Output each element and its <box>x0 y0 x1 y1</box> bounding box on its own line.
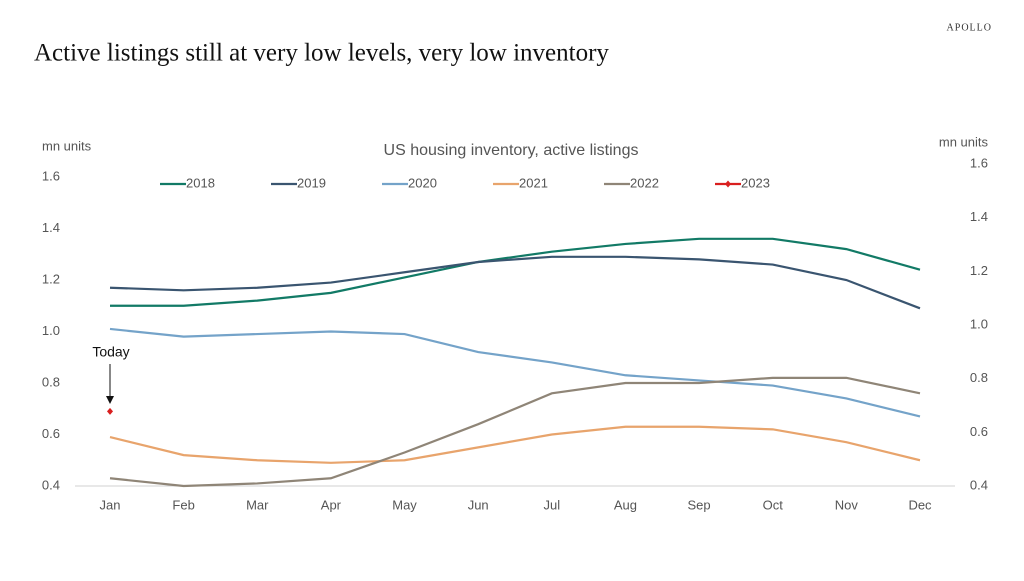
legend-label: 2023 <box>741 175 770 190</box>
y2-tick-label: 1.0 <box>970 316 988 331</box>
y2-tick-label: 1.4 <box>970 209 988 224</box>
series-marker <box>107 407 113 415</box>
legend-label: 2022 <box>630 175 659 190</box>
y-tick-label: 1.4 <box>42 220 60 235</box>
y2-axis-label: mn units <box>939 134 989 149</box>
annotation: Today <box>92 344 129 360</box>
x-tick-label: Feb <box>172 497 194 512</box>
x-tick-label: May <box>392 497 417 512</box>
y-tick-label: 0.8 <box>42 374 60 389</box>
x-tick-label: Jun <box>468 497 489 512</box>
chart-subtitle: US housing inventory, active listings <box>384 142 639 159</box>
legend-marker <box>725 180 731 188</box>
series-line <box>109 327 921 418</box>
y2-tick-label: 0.6 <box>970 424 988 439</box>
series-line <box>109 376 921 488</box>
y-tick-label: 0.6 <box>42 426 60 441</box>
y2-tick-label: 1.2 <box>970 263 988 278</box>
legend-label: 2021 <box>519 175 548 190</box>
annotation-arrowhead <box>106 396 114 404</box>
chart-title: Active listings still at very low levels… <box>34 40 609 67</box>
y-tick-label: 0.4 <box>42 477 60 492</box>
y-tick-label: 1.6 <box>42 168 60 183</box>
series-line <box>109 255 921 310</box>
y-tick-label: 1.0 <box>42 323 60 338</box>
x-tick-label: Aug <box>614 497 637 512</box>
x-tick-label: Sep <box>688 497 711 512</box>
x-tick-label: Apr <box>321 497 342 512</box>
y2-tick-label: 0.8 <box>970 370 988 385</box>
series-line <box>110 237 921 307</box>
y-axis-label: mn units <box>42 138 92 153</box>
brand: APOLLO <box>947 22 992 33</box>
x-tick-label: Mar <box>246 497 269 512</box>
legend-label: 2018 <box>186 175 215 190</box>
y2-tick-label: 0.4 <box>970 477 988 492</box>
y2-tick-label: 1.6 <box>970 155 988 170</box>
x-tick-label: Dec <box>908 497 932 512</box>
legend-label: 2020 <box>408 175 437 190</box>
x-tick-label: Nov <box>835 497 859 512</box>
y-tick-label: 1.2 <box>42 271 60 286</box>
legend-label: 2019 <box>297 175 326 190</box>
x-tick-label: Jan <box>100 497 121 512</box>
x-tick-label: Jul <box>544 497 561 512</box>
x-tick-label: Oct <box>763 497 784 512</box>
series-line <box>109 425 921 464</box>
